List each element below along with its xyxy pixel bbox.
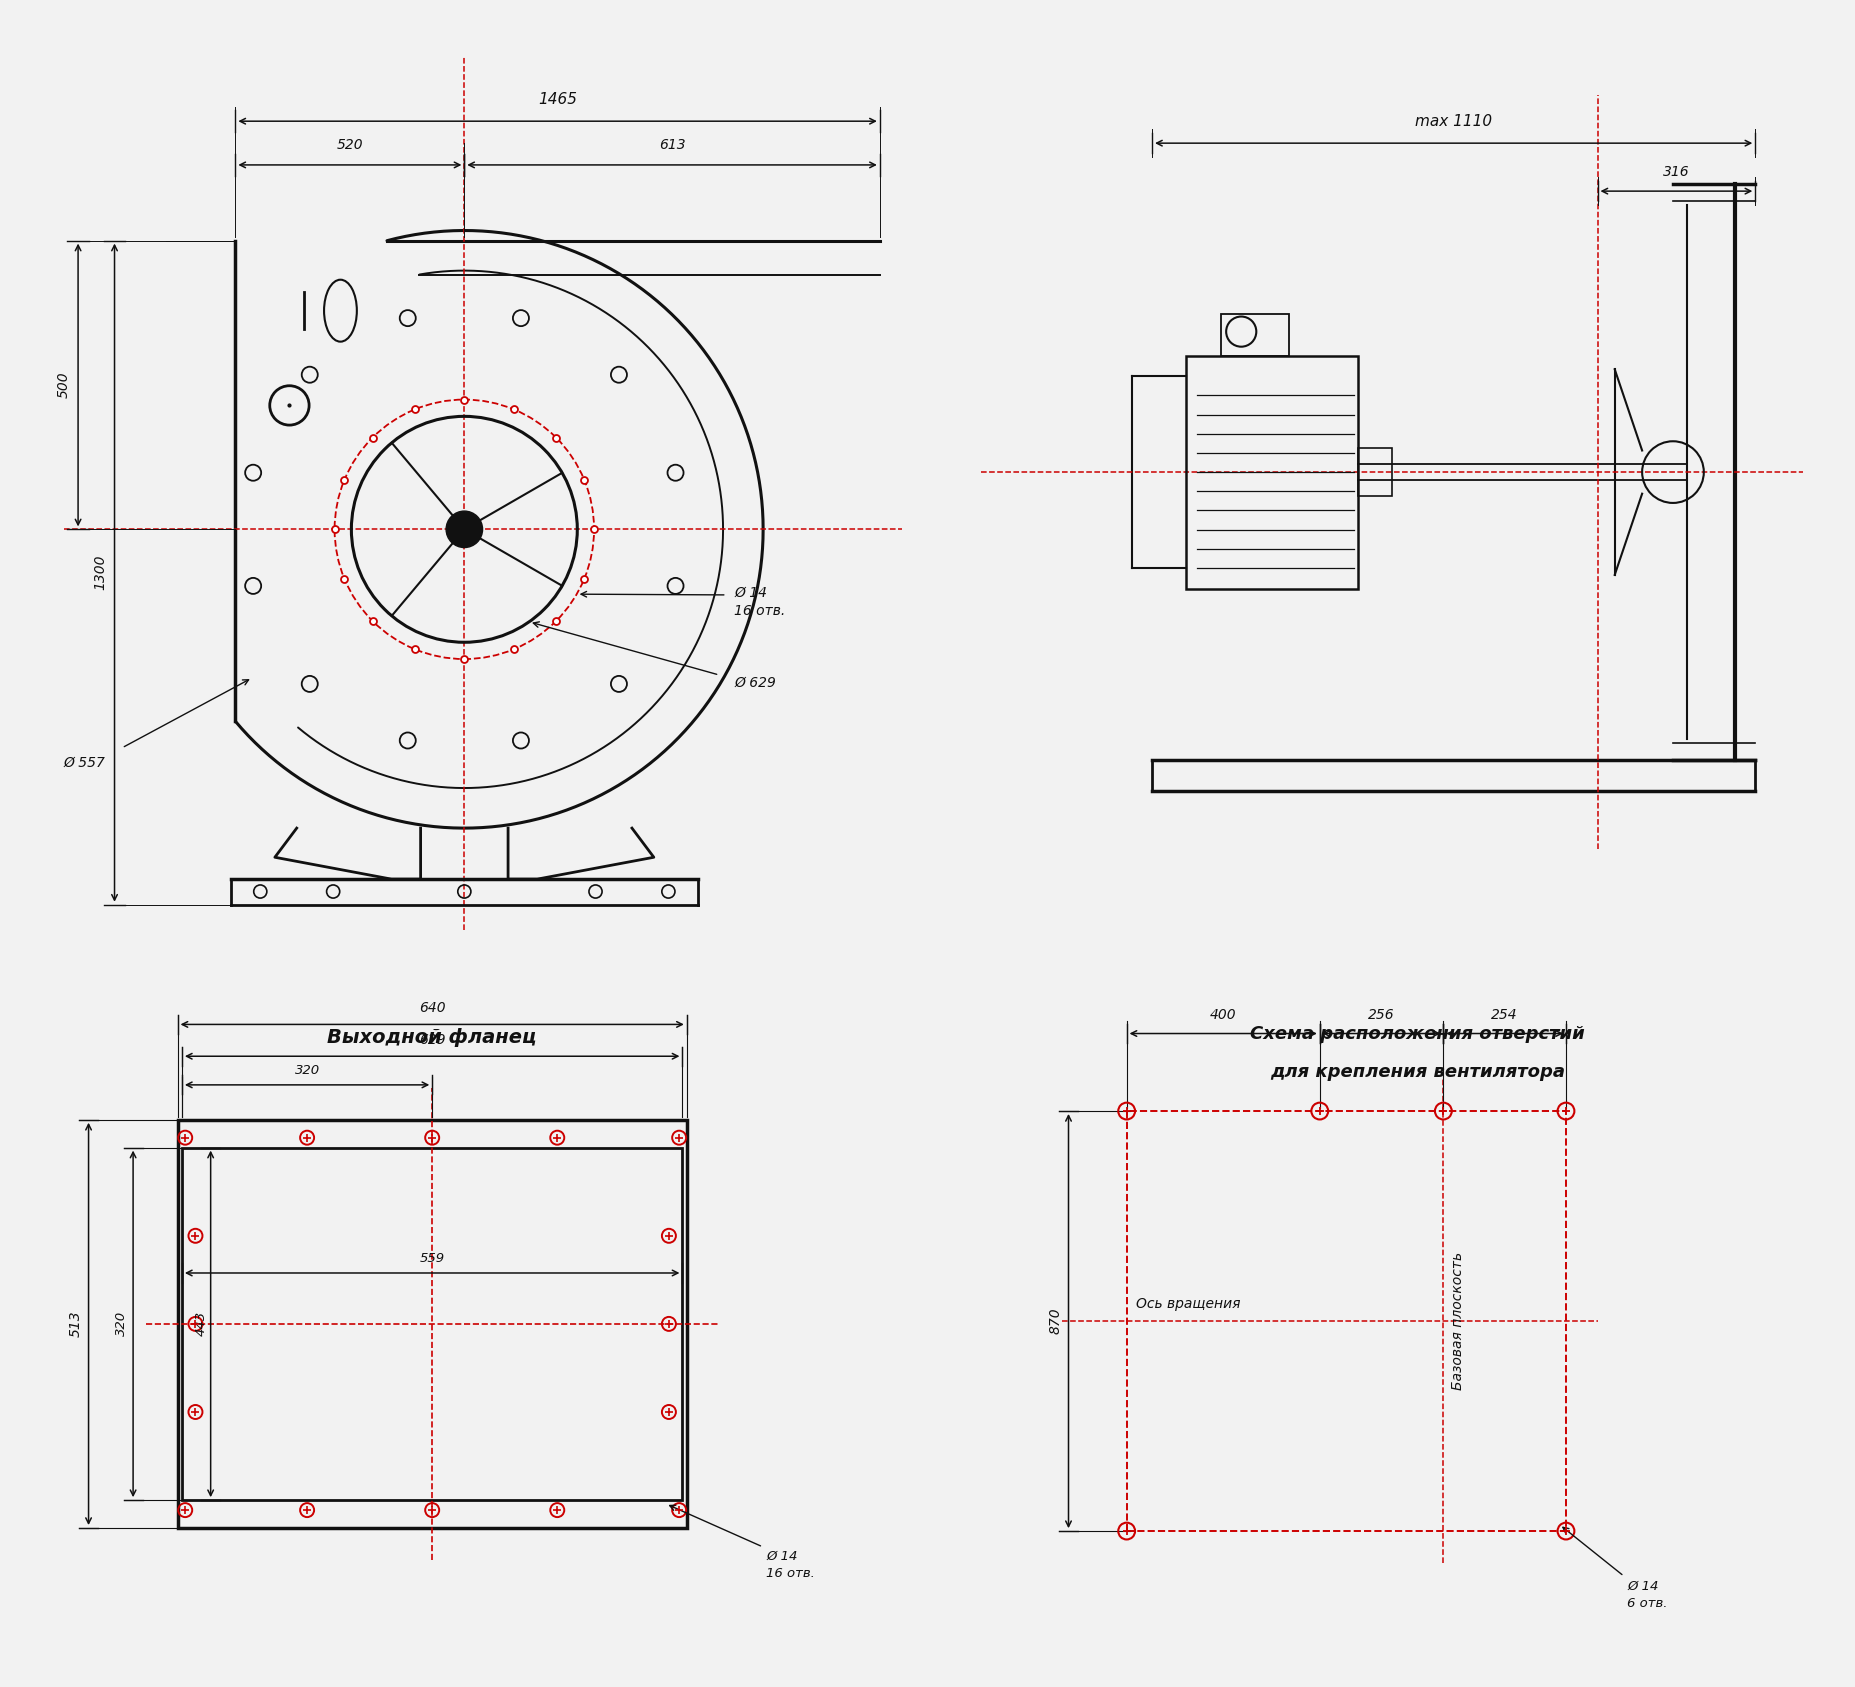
Text: Ø 14
16 отв.: Ø 14 16 отв. xyxy=(766,1550,814,1581)
Text: 629: 629 xyxy=(419,1032,445,1046)
Text: 520: 520 xyxy=(336,138,364,152)
Bar xyxy=(1221,314,1289,356)
Text: Ø 629: Ø 629 xyxy=(733,675,775,690)
Text: 640: 640 xyxy=(419,1000,445,1016)
Text: 254: 254 xyxy=(1491,1007,1517,1022)
Text: 320: 320 xyxy=(295,1064,319,1078)
Text: Ø 557: Ø 557 xyxy=(63,756,106,769)
Text: 613: 613 xyxy=(659,138,684,152)
Text: max 1110: max 1110 xyxy=(1414,115,1491,130)
Text: 1465: 1465 xyxy=(538,91,577,106)
Text: Выходной фланец: Выходной фланец xyxy=(326,1029,536,1048)
Text: 500: 500 xyxy=(56,371,70,398)
Bar xyxy=(178,1120,686,1528)
Text: Схема расположения отверстий: Схема расположения отверстий xyxy=(1250,1024,1584,1043)
Text: Ø 14
6 отв.: Ø 14 6 отв. xyxy=(1627,1579,1668,1609)
Text: 559: 559 xyxy=(419,1252,445,1265)
Text: для крепления вентилятора: для крепления вентилятора xyxy=(1269,1063,1564,1081)
Text: 400: 400 xyxy=(1209,1007,1235,1022)
Text: 316: 316 xyxy=(1662,165,1688,179)
Text: Ось вращения: Ось вращения xyxy=(1135,1297,1241,1311)
Bar xyxy=(1185,356,1358,589)
Text: 1300: 1300 xyxy=(93,555,108,590)
Text: Базовая плоскость: Базовая плоскость xyxy=(1451,1252,1464,1390)
Text: 443: 443 xyxy=(195,1311,208,1336)
Circle shape xyxy=(445,511,482,548)
Text: 320: 320 xyxy=(115,1311,128,1336)
Bar xyxy=(182,1147,683,1500)
Text: Ø 14
16 отв.: Ø 14 16 отв. xyxy=(733,585,785,619)
Bar xyxy=(1358,449,1391,496)
Text: 513: 513 xyxy=(69,1311,83,1338)
Text: 256: 256 xyxy=(1367,1007,1395,1022)
Text: 870: 870 xyxy=(1048,1307,1063,1334)
